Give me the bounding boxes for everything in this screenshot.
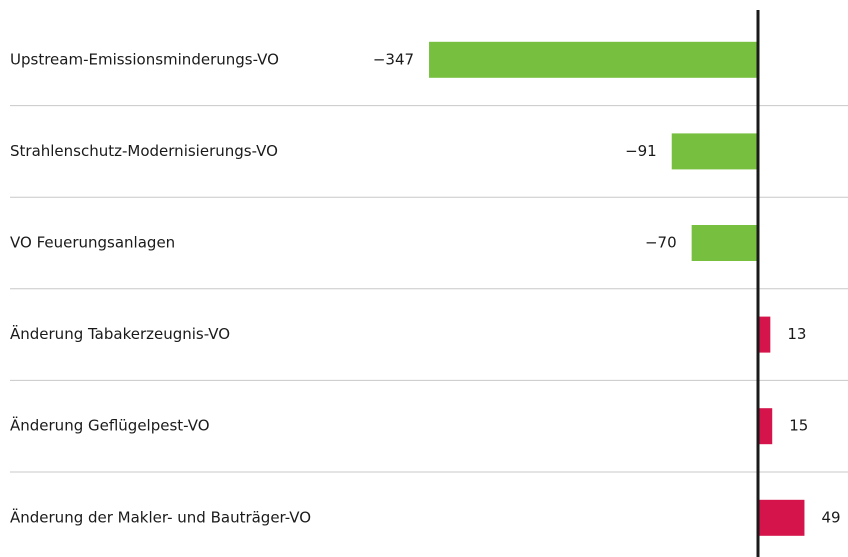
- bar: [691, 225, 758, 261]
- value-label: 49: [821, 508, 840, 526]
- category-label: Strahlenschutz-Modernisierungs-VO: [10, 142, 278, 160]
- bar: [758, 408, 773, 445]
- value-label: −70: [645, 234, 677, 252]
- bar: [429, 41, 758, 78]
- category-label: Änderung Geflügelpest-VO: [10, 416, 210, 435]
- value-label: −347: [373, 50, 414, 68]
- category-label: Änderung der Makler- und Bauträger-VO: [10, 507, 311, 526]
- bar: [671, 133, 758, 170]
- category-label: Änderung Tabakerzeugnis-VO: [10, 324, 230, 343]
- category-label: Upstream-Emissionsminderungs-VO: [10, 50, 279, 68]
- bar: [758, 316, 771, 353]
- value-label: −91: [625, 142, 657, 160]
- value-label: 15: [789, 417, 808, 435]
- value-label: 13: [787, 325, 806, 343]
- bar: [758, 499, 805, 536]
- category-label: VO Feuerungsanlagen: [10, 234, 175, 252]
